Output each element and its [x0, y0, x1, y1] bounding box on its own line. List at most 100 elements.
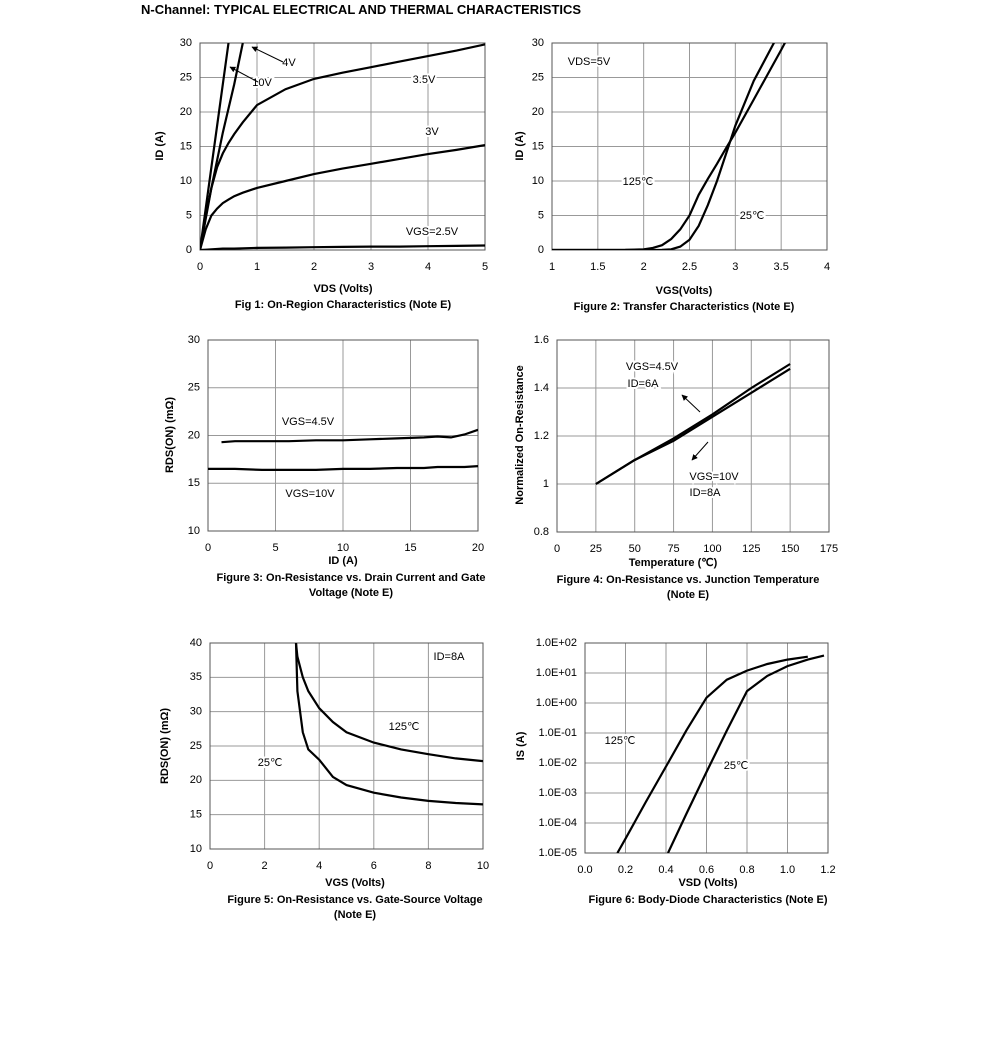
x-tick-label: 10: [477, 860, 489, 872]
y-axis-label: Normalized On-Resistance: [514, 365, 526, 504]
x-tick-label: 100: [703, 543, 721, 555]
x-tick-label: 0: [205, 542, 211, 554]
series-label: 25℃: [258, 757, 283, 769]
annotation: ID=8A: [434, 651, 466, 663]
x-tick-label: 2: [641, 261, 647, 273]
y-tick-label: 1: [543, 478, 549, 490]
y-tick-label: 25: [188, 382, 200, 394]
y-tick-label: 1.0E-02: [538, 757, 577, 769]
annotation: ID=8A: [690, 487, 722, 499]
chart: 0 2 4 6 8 10 10 15 20 25 30 35 40 125℃ 25℃ ID=8A VGS (Vo…: [159, 637, 489, 889]
y-tick-label: 0: [538, 244, 544, 256]
y-tick-label: 20: [190, 774, 202, 786]
y-tick-label: 1.0E+02: [536, 637, 577, 649]
y-tick-label: 40: [190, 637, 202, 649]
x-tick-label: 1.5: [590, 261, 605, 273]
caption: Figure 6: Body-Diode Characteristics (No…: [588, 894, 828, 906]
x-tick-label: 3: [732, 261, 738, 273]
y-axis-label: ID (A): [514, 131, 526, 161]
x-tick-label: 5: [482, 261, 488, 273]
caption: Figure 2: Transfer Characteristics (Note…: [573, 301, 795, 313]
y-tick-label: 1.0E+00: [536, 697, 577, 709]
x-tick-label: 25: [590, 543, 602, 555]
series-label: 25℃: [724, 760, 749, 772]
series-line: [200, 43, 485, 250]
y-tick-label: 20: [532, 106, 544, 118]
series-label: 125℃: [605, 735, 636, 747]
series-label: 125℃: [623, 176, 654, 188]
x-tick-label: 6: [371, 860, 377, 872]
x-tick-label: 20: [472, 542, 484, 554]
x-tick-label: 5: [272, 542, 278, 554]
caption: Figure 5: On-Resistance vs. Gate-Source …: [227, 894, 483, 921]
x-axis-label: VGS (Volts): [325, 877, 385, 889]
x-tick-label: 50: [629, 543, 641, 555]
series-line: [294, 643, 483, 763]
y-tick-label: 1.0E-04: [538, 817, 577, 829]
y-tick-label: 10: [188, 525, 200, 537]
x-tick-label: 1.2: [820, 864, 835, 876]
x-tick-label: 3.5: [774, 261, 789, 273]
y-tick-label: 1.0E-03: [538, 787, 577, 799]
series-label: VGS=10V: [285, 488, 335, 500]
series-label: 25℃: [740, 210, 765, 222]
plot-frame: [199, 42, 486, 251]
series-line: [616, 655, 808, 853]
chart: 0.0 0.2 0.4 0.6 0.8 1.0 1.2 1.0E-05 1.0E-04 1.0E-…: [515, 637, 836, 889]
series-label: VGS=4.5V: [626, 361, 679, 373]
x-tick-label: 0.4: [658, 864, 673, 876]
x-tick-label: 15: [404, 542, 416, 554]
arrow: [691, 441, 709, 461]
x-tick-label: 175: [820, 543, 838, 555]
caption: Figure 4: On-Resistance vs. Junction Tem…: [556, 574, 820, 601]
y-tick-label: 30: [190, 706, 202, 718]
x-tick-label: 1: [254, 261, 260, 273]
y-tick-label: 20: [180, 106, 192, 118]
x-tick-label: 2: [311, 261, 317, 273]
x-tick-label: 3: [368, 261, 374, 273]
y-tick-label: 1.4: [534, 382, 549, 394]
series-label: 125℃: [389, 721, 420, 733]
x-tick-label: 0: [554, 543, 560, 555]
caption: Fig 1: On-Region Characteristics (Note E…: [234, 299, 452, 311]
series-label: VGS=4.5V: [282, 416, 335, 428]
y-tick-label: 25: [180, 71, 192, 83]
y-tick-label: 35: [190, 671, 202, 683]
x-tick-label: 8: [425, 860, 431, 872]
x-tick-label: 10: [337, 542, 349, 554]
y-tick-label: 5: [538, 209, 544, 221]
x-axis-label: VDS (Volts): [313, 283, 372, 295]
x-tick-label: 2.5: [682, 261, 697, 273]
chart: 0 25 50 75 100 125 150 175 0.8 1 1.2 1.4 1.6 VGS=4.5V…: [514, 334, 838, 569]
x-axis-label: ID (A): [328, 555, 358, 567]
caption: Figure 3: On-Resistance vs. Drain Curren…: [216, 572, 486, 599]
x-tick-label: 125: [742, 543, 760, 555]
x-tick-label: 0.2: [618, 864, 633, 876]
series-line: [667, 654, 825, 853]
x-tick-label: 0: [207, 860, 213, 872]
arrow: [681, 394, 701, 413]
annotation: VDS=5V: [568, 56, 611, 68]
series-line: [294, 643, 483, 806]
arrow: [251, 46, 284, 63]
series-line: [200, 144, 485, 250]
y-tick-label: 1.6: [534, 334, 549, 346]
annotation: ID=6A: [628, 378, 660, 390]
x-tick-label: 0: [197, 261, 203, 273]
y-tick-label: 5: [186, 209, 192, 221]
series-label: 4V: [282, 57, 296, 69]
y-tick-label: 10: [190, 843, 202, 855]
x-tick-label: 75: [667, 543, 679, 555]
y-tick-label: 25: [190, 740, 202, 752]
x-tick-label: 150: [781, 543, 799, 555]
x-tick-label: 0.0: [577, 864, 592, 876]
x-axis-label: Temperature (℃): [629, 557, 718, 569]
y-tick-label: 25: [532, 71, 544, 83]
x-tick-label: 1.0: [780, 864, 795, 876]
plot-frame: [209, 642, 484, 850]
x-tick-label: 2: [262, 860, 268, 872]
y-tick-label: 15: [188, 477, 200, 489]
y-tick-label: 10: [532, 175, 544, 187]
plot-frame: [551, 42, 828, 251]
